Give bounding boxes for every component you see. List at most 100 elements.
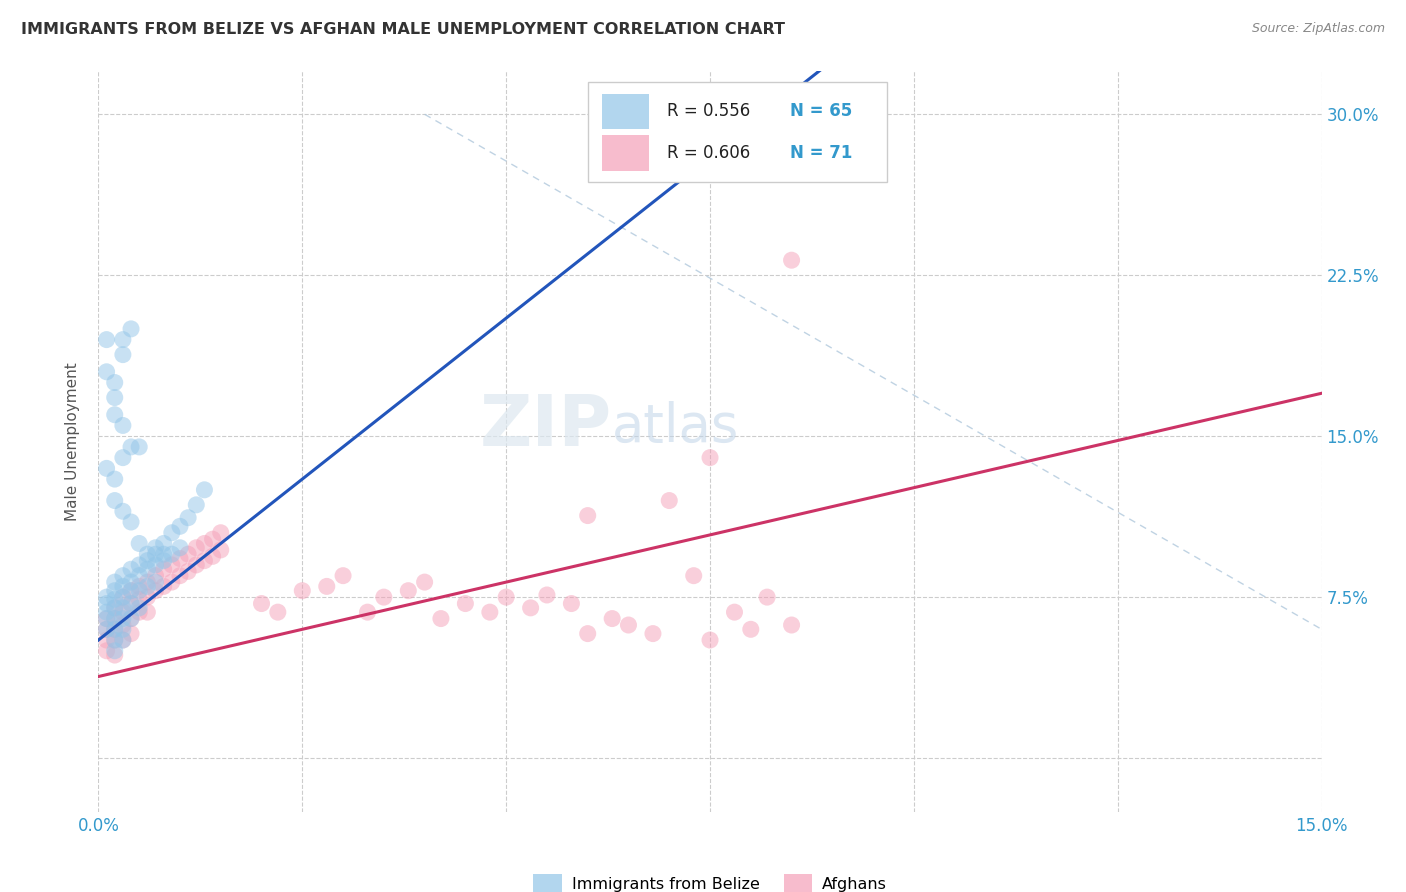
Point [120, 611, 142, 625]
Point [699, 633, 721, 648]
Point [111, 450, 134, 465]
Point [120, 583, 142, 598]
Point [169, 541, 191, 555]
Point [740, 623, 762, 637]
FancyBboxPatch shape [588, 82, 887, 183]
Point [193, 554, 215, 568]
Text: R = 0.606: R = 0.606 [668, 144, 751, 161]
Point [120, 515, 142, 529]
Point [120, 597, 142, 611]
Point [96, 461, 118, 475]
Point [104, 592, 127, 607]
Text: Source: ZipAtlas.com: Source: ZipAtlas.com [1251, 22, 1385, 36]
Point [291, 583, 314, 598]
Point [136, 575, 159, 590]
Point [413, 575, 436, 590]
Point [111, 600, 134, 615]
Point [128, 536, 150, 550]
Point [104, 633, 127, 648]
Point [104, 623, 127, 637]
Point [177, 510, 200, 524]
Point [96, 623, 118, 637]
Point [104, 611, 127, 625]
Point [177, 565, 200, 579]
Point [723, 605, 745, 619]
Y-axis label: Male Unemployment: Male Unemployment [65, 362, 80, 521]
Point [430, 611, 453, 625]
Text: IMMIGRANTS FROM BELIZE VS AFGHAN MALE UNEMPLOYMENT CORRELATION CHART: IMMIGRANTS FROM BELIZE VS AFGHAN MALE UN… [21, 22, 785, 37]
Point [145, 558, 167, 572]
Point [136, 605, 159, 619]
Point [104, 583, 127, 598]
Point [104, 600, 127, 615]
Point [641, 626, 664, 640]
Point [111, 418, 134, 433]
Point [104, 376, 127, 390]
Point [128, 605, 150, 619]
Point [104, 611, 127, 625]
Point [536, 588, 558, 602]
Point [145, 547, 167, 561]
Text: N = 65: N = 65 [790, 103, 852, 120]
Point [111, 568, 134, 582]
FancyBboxPatch shape [602, 94, 650, 129]
Point [120, 575, 142, 590]
Point [576, 626, 599, 640]
Text: ZIP: ZIP [479, 392, 612, 461]
Point [111, 618, 134, 632]
Point [111, 623, 134, 637]
Text: N = 71: N = 71 [790, 144, 852, 161]
Point [104, 408, 127, 422]
Point [780, 618, 803, 632]
Point [111, 590, 134, 604]
Point [128, 583, 150, 598]
Point [128, 600, 150, 615]
Point [160, 525, 183, 540]
Point [111, 504, 134, 518]
Point [96, 333, 118, 347]
Point [169, 551, 191, 566]
Point [160, 547, 183, 561]
Point [160, 575, 183, 590]
Point [111, 605, 134, 619]
FancyBboxPatch shape [602, 135, 650, 170]
Point [128, 579, 150, 593]
Point [136, 579, 159, 593]
Point [600, 611, 623, 625]
Point [193, 483, 215, 497]
Point [478, 605, 501, 619]
Point [111, 348, 134, 362]
Point [120, 626, 142, 640]
Point [332, 568, 354, 582]
Point [152, 562, 174, 576]
Point [128, 592, 150, 607]
Point [658, 493, 681, 508]
Point [120, 440, 142, 454]
Point [120, 562, 142, 576]
Point [152, 554, 174, 568]
Point [111, 590, 134, 604]
Point [519, 600, 541, 615]
Point [104, 623, 127, 637]
Point [96, 590, 118, 604]
Point [193, 536, 215, 550]
Point [104, 644, 127, 658]
Point [152, 547, 174, 561]
Point [160, 558, 183, 572]
Point [96, 644, 118, 658]
Point [495, 590, 517, 604]
Point [169, 519, 191, 533]
Point [177, 547, 200, 561]
Point [136, 562, 159, 576]
Point [780, 253, 803, 268]
Point [128, 558, 150, 572]
Point [96, 623, 118, 637]
Point [250, 597, 273, 611]
Point [104, 472, 127, 486]
Point [104, 600, 127, 615]
Point [111, 633, 134, 648]
Point [373, 590, 395, 604]
Legend: Immigrants from Belize, Afghans: Immigrants from Belize, Afghans [527, 868, 893, 892]
Point [136, 547, 159, 561]
Point [128, 568, 150, 582]
